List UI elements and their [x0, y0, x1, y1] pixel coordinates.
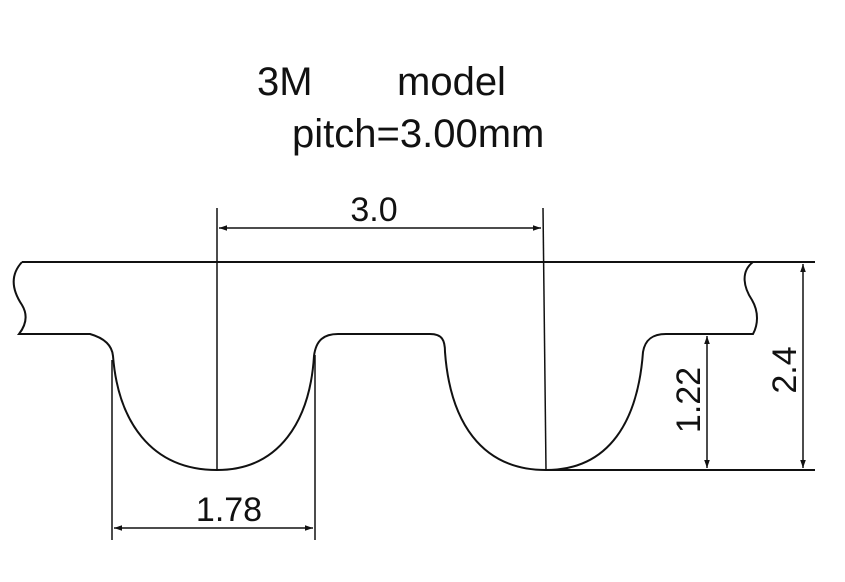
total-height-label: 2.4: [766, 346, 804, 393]
model-word: model: [397, 60, 506, 104]
pitch-dimension-label: 3.0: [350, 191, 397, 229]
model-code: 3M: [257, 60, 313, 104]
tooth-height-label: 1.22: [670, 367, 708, 433]
tooth-centerline-2: [542, 207, 547, 471]
belt-tooth-profile: [12, 261, 758, 472]
pitch-label: pitch=3.00mm: [292, 112, 544, 156]
tooth-width-label: 1.78: [196, 491, 262, 529]
